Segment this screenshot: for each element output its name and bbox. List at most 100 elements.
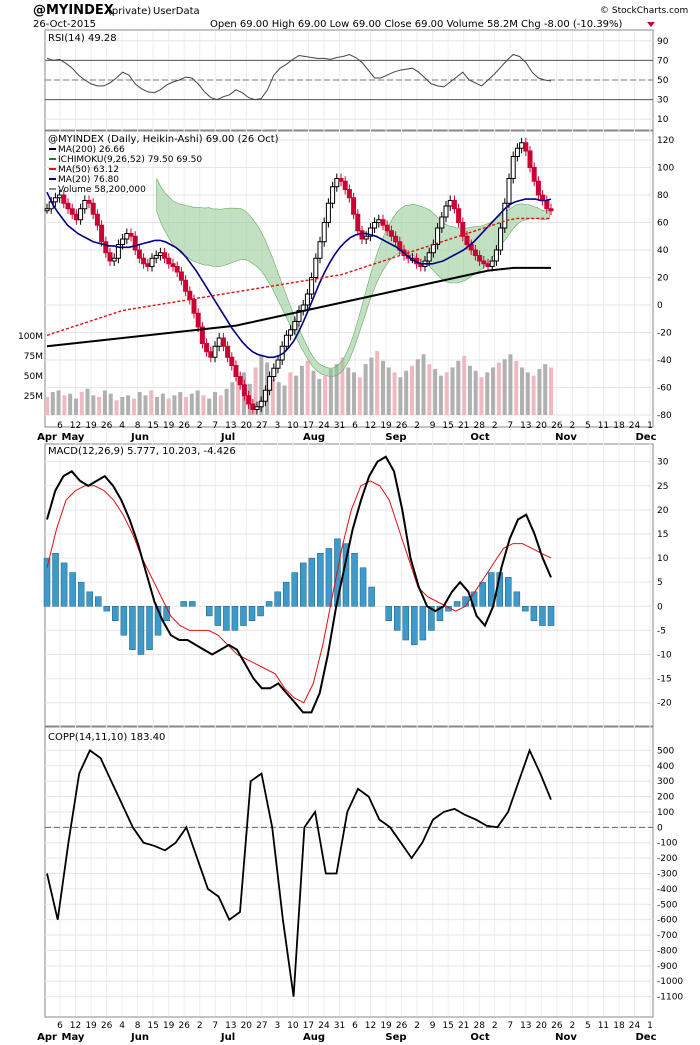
month-label: Aug [303,1032,325,1043]
candle-body [115,244,121,259]
day-tick-label: 2 [197,421,203,431]
volume-bar [549,367,553,415]
candle-body [502,202,508,229]
volume-bar [404,370,409,415]
candle-body [548,208,554,212]
day-tick-label: 26 [178,1021,190,1031]
volume-bar [340,357,345,415]
copp-tick-label: -700 [657,931,678,941]
macd-tick-label: 15 [657,530,668,540]
candle-body [204,343,210,353]
rsi-tick-label: 30 [657,96,669,106]
candle-body [174,266,180,273]
macd-tick-label: 5 [657,578,663,588]
macd-histogram-bar [240,606,247,626]
day-tick-label: 3 [275,421,281,431]
candle-body [447,200,453,207]
volume-bar [230,382,235,415]
month-label: May [62,432,85,443]
macd-tick-label: 0 [657,602,663,612]
candle-body [309,277,315,295]
volume-bar [143,395,148,415]
volume-bar [108,393,113,415]
day-tick-label: 10 [287,1021,299,1031]
candle-body [69,208,75,215]
rsi-tick-label: 70 [657,56,669,66]
candle-body [82,200,88,210]
volume-bar [91,395,96,415]
macd-histogram-bar [206,606,213,617]
candle-body [372,222,378,229]
volume-bar [421,354,426,415]
volume-bar [236,377,241,415]
candle-body [321,222,327,243]
day-tick-label: 2 [492,421,498,431]
macd-histogram-bar [505,577,512,607]
candle-body [493,249,499,262]
volume-bar [213,392,217,415]
day-tick-label: 26 [551,1021,563,1031]
month-label: Aug [303,432,325,443]
day-tick-label: 9 [430,421,436,431]
month-label: Apr [37,1032,57,1043]
candle-body [514,147,520,157]
candle-body [527,150,533,168]
day-tick-label: 27 [256,1021,267,1031]
candle-body [334,178,340,188]
macd-histogram-bar [393,606,401,631]
volume-bar [398,377,403,415]
macd-histogram-bar [129,606,136,650]
macd-histogram-bar [428,606,435,631]
day-tick-label: 26 [101,1021,113,1031]
volume-bar [485,372,490,415]
volume-bar [525,372,530,415]
price-title: @MYINDEX (Daily, Heikin-Ashi) 69.00 (26 … [48,134,279,145]
volume-bar [270,378,275,415]
price-tick-label: 100 [657,164,674,174]
candle-body [355,213,361,232]
copp-tick-label: -600 [657,916,678,926]
day-tick-label: 1 [647,1021,653,1031]
candle-body [380,219,386,226]
volume-bar [392,372,397,415]
macd-histogram-bar [180,601,187,607]
candle-body [338,178,344,182]
volume-bar [178,392,183,415]
volume-bar [160,393,165,415]
macd-line [46,455,552,714]
copp-tick-label: 200 [657,793,674,803]
macd-layer: -20 -15 -10 -5 0 5 10 15 20 25 30 [43,455,672,714]
macd-tick-label: -10 [657,651,672,661]
candle-body [145,263,151,267]
day-tick-label: 31 [334,421,345,431]
macd-histogram-bar [317,553,324,607]
macd-histogram-bar [248,606,256,621]
volume-bar [508,354,513,415]
candle-body [544,200,550,210]
macd-histogram-bar [214,606,222,626]
macd-histogram-bar [231,606,239,631]
volume-bar [531,375,536,415]
candle-body [426,252,432,262]
macd-histogram-bar [325,548,333,607]
macd-histogram-bar [436,606,444,621]
candle-body [128,233,134,237]
day-tick-label: 10 [287,421,299,431]
copp-layer: -1100-1000-900-800-700-600-500-400-300-2… [45,746,683,1003]
day-tick-label: 1 [647,421,653,431]
macd-histogram-bar [385,606,392,621]
source-label: UserData [153,6,200,17]
day-tick-label: 20 [241,421,253,431]
copp-tick-label: -200 [657,854,678,864]
candle-body [254,406,260,410]
candle-body [141,257,147,265]
day-tick-label: 31 [334,1021,345,1031]
candle-body [439,216,445,229]
volume-bar [259,355,264,415]
macd-histogram-bar [86,591,93,607]
candle-body [229,356,235,366]
candle-body [103,241,109,254]
volume-bar [45,396,49,415]
day-tick-label: 5 [585,1021,591,1031]
